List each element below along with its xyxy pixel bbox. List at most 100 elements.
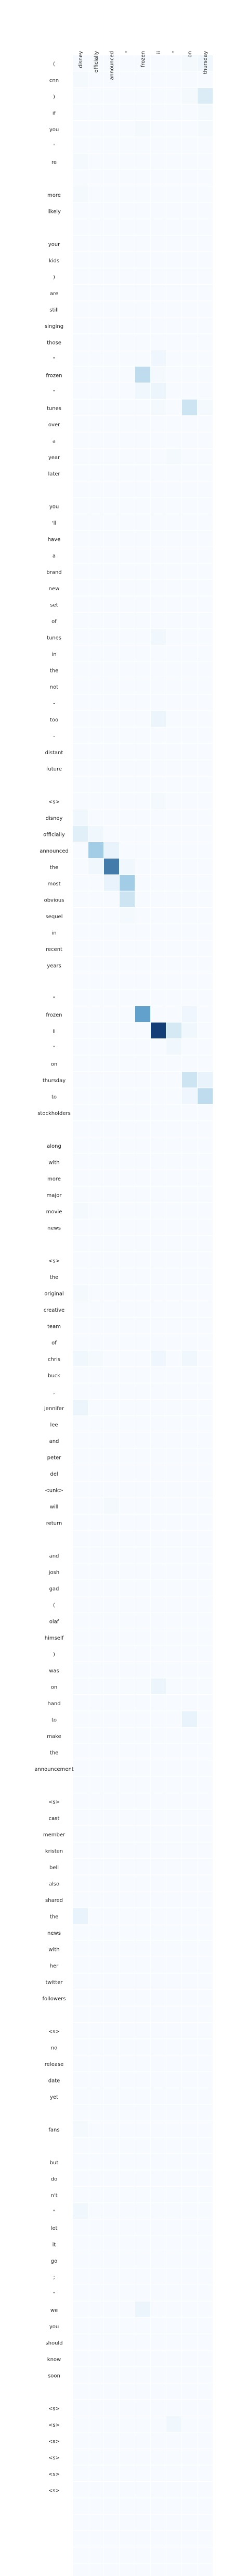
heatmap-cell — [88, 645, 103, 662]
heatmap-cell — [135, 1662, 150, 1678]
heatmap-cell — [73, 777, 88, 793]
y-tick-label: " — [53, 2209, 56, 2215]
heatmap-cell — [166, 2088, 181, 2104]
heatmap-cell — [166, 1383, 181, 1399]
heatmap-cell — [151, 219, 166, 235]
heatmap-cell — [73, 465, 88, 481]
heatmap-cell — [73, 2400, 88, 2416]
heatmap-cell — [73, 891, 88, 907]
heatmap-cell — [120, 678, 135, 694]
y-tick-label: team — [47, 1324, 61, 1329]
heatmap-cell — [120, 2219, 135, 2236]
heatmap-cell — [135, 1875, 150, 1891]
heatmap-cell — [88, 2482, 103, 2498]
heatmap-cell — [104, 2547, 119, 2564]
heatmap-cell — [198, 2088, 213, 2104]
heatmap-cell — [198, 1383, 213, 1399]
heatmap-cell — [166, 2515, 181, 2531]
heatmap-cell — [73, 252, 88, 268]
heatmap-cell — [182, 1809, 197, 1825]
heatmap-cell — [135, 2351, 150, 2367]
heatmap-cell — [151, 154, 166, 170]
heatmap-cell — [166, 186, 181, 202]
y-tick-label: on — [51, 1684, 57, 1690]
y-tick-label: officially — [43, 832, 65, 837]
heatmap-cell — [166, 2318, 181, 2334]
heatmap-cell — [120, 2268, 135, 2285]
heatmap-cell — [120, 55, 135, 71]
heatmap-cell — [73, 1367, 88, 1383]
heatmap-cell — [73, 1711, 88, 1727]
x-tick-label: announced — [109, 51, 115, 80]
heatmap-cell — [182, 2072, 197, 2088]
heatmap-cell — [198, 1629, 213, 1645]
y-tick-label: tunes — [47, 635, 61, 641]
heatmap-cell — [120, 1400, 135, 1416]
heatmap-cell — [166, 1268, 181, 1285]
heatmap-cell — [166, 154, 181, 170]
heatmap-cell — [88, 1744, 103, 1760]
heatmap-cell — [135, 809, 150, 826]
heatmap-cell — [73, 1645, 88, 1661]
heatmap-cell — [182, 727, 197, 743]
heatmap-cell — [135, 1842, 150, 1858]
heatmap-cell — [120, 383, 135, 399]
heatmap-cell — [151, 1317, 166, 1334]
heatmap-cell — [73, 235, 88, 251]
heatmap-cell — [151, 1416, 166, 1432]
heatmap-cell — [198, 793, 213, 809]
heatmap-cell — [135, 1203, 150, 1219]
heatmap-cell — [88, 1826, 103, 1842]
y-tick-label: ) — [53, 94, 55, 100]
y-tick-label: and — [49, 1553, 59, 1559]
heatmap-cell — [135, 1596, 150, 1613]
heatmap-cell — [104, 449, 119, 465]
heatmap-cell — [198, 71, 213, 87]
heatmap-cell — [88, 941, 103, 957]
heatmap-cell — [151, 2006, 166, 2022]
heatmap-cell — [88, 563, 103, 579]
heatmap-cell — [120, 2515, 135, 2531]
heatmap-cell — [120, 2351, 135, 2367]
heatmap-cell — [182, 1022, 197, 1038]
y-tick-label: " — [53, 357, 56, 362]
heatmap-cell — [135, 1908, 150, 1924]
heatmap-cell — [198, 2531, 213, 2547]
heatmap-cell — [166, 1875, 181, 1891]
heatmap-cell — [135, 1449, 150, 1465]
heatmap-cell — [198, 1940, 213, 1957]
heatmap-cell — [198, 1842, 213, 1858]
heatmap-cell — [88, 1514, 103, 1530]
heatmap-cell — [198, 1072, 213, 1088]
heatmap-cell — [166, 2039, 181, 2055]
heatmap-cell — [182, 1268, 197, 1285]
heatmap-cell — [166, 2121, 181, 2137]
heatmap-cell — [73, 88, 88, 104]
heatmap-cell — [88, 875, 103, 891]
heatmap-cell — [104, 1153, 119, 1170]
heatmap-cell — [104, 777, 119, 793]
heatmap-cell — [182, 973, 197, 989]
heatmap-cell — [198, 1826, 213, 1842]
heatmap-cell — [166, 1252, 181, 1268]
heatmap-cell — [182, 2219, 197, 2236]
heatmap-cell — [120, 1793, 135, 1809]
heatmap-cell — [120, 514, 135, 530]
heatmap-cell — [73, 989, 88, 1006]
heatmap-cell — [182, 1842, 197, 1858]
heatmap-cell — [135, 1695, 150, 1711]
y-tick-label: go — [51, 2258, 57, 2264]
heatmap-cell — [135, 2154, 150, 2170]
heatmap-cell — [73, 1547, 88, 1563]
heatmap-cell — [166, 2351, 181, 2367]
heatmap-cell — [166, 285, 181, 301]
heatmap-cell — [88, 350, 103, 366]
heatmap-cell — [198, 2351, 213, 2367]
y-tick-label: the — [50, 1914, 58, 1920]
heatmap-cell — [104, 760, 119, 776]
heatmap-cell — [88, 2219, 103, 2236]
heatmap-cell — [198, 530, 213, 547]
heatmap-cell — [73, 1973, 88, 1989]
heatmap-cell — [151, 55, 166, 71]
heatmap-cell — [182, 1236, 197, 1252]
